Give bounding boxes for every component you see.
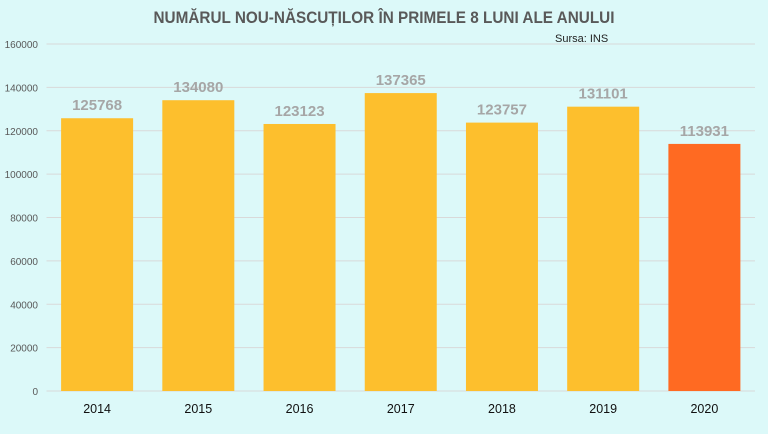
data-label: 125768 <box>72 97 122 114</box>
bar-2017 <box>364 93 437 391</box>
chart-title: NUMĂRUL NOU-NĂSCUȚILOR ÎN PRIMELE 8 LUNI… <box>153 8 615 27</box>
x-tick-label: 2016 <box>286 402 314 416</box>
data-label: 134080 <box>173 79 223 96</box>
bar-2014 <box>61 118 134 391</box>
x-tick-label: 2017 <box>387 402 415 416</box>
bar-2019 <box>567 106 640 391</box>
x-tick-label: 2020 <box>690 402 718 416</box>
x-tick-label: 2018 <box>488 402 516 416</box>
data-label: 137365 <box>376 72 426 89</box>
y-tick-label: 0 <box>32 387 38 398</box>
y-tick-label: 20000 <box>10 344 38 355</box>
y-tick-label: 140000 <box>5 83 39 94</box>
y-tick-label: 100000 <box>5 170 39 181</box>
bar-2015 <box>162 100 235 392</box>
data-label: 113931 <box>680 123 729 140</box>
bar-2016 <box>263 123 336 392</box>
data-label: 123757 <box>477 102 527 119</box>
y-tick-label: 60000 <box>10 257 38 268</box>
data-label: 123123 <box>275 103 325 120</box>
y-tick-label: 120000 <box>5 127 39 138</box>
bar-2020 <box>668 143 741 391</box>
x-tick-label: 2015 <box>184 402 212 416</box>
source-note: Sursa: INS <box>555 33 609 45</box>
y-tick-label: 160000 <box>5 40 39 51</box>
x-tick-label: 2014 <box>83 402 111 416</box>
data-label: 131101 <box>579 86 628 103</box>
x-tick-label: 2019 <box>589 402 617 416</box>
bar-2018 <box>465 122 538 392</box>
y-tick-label: 40000 <box>10 300 38 311</box>
y-tick-label: 80000 <box>10 214 38 225</box>
